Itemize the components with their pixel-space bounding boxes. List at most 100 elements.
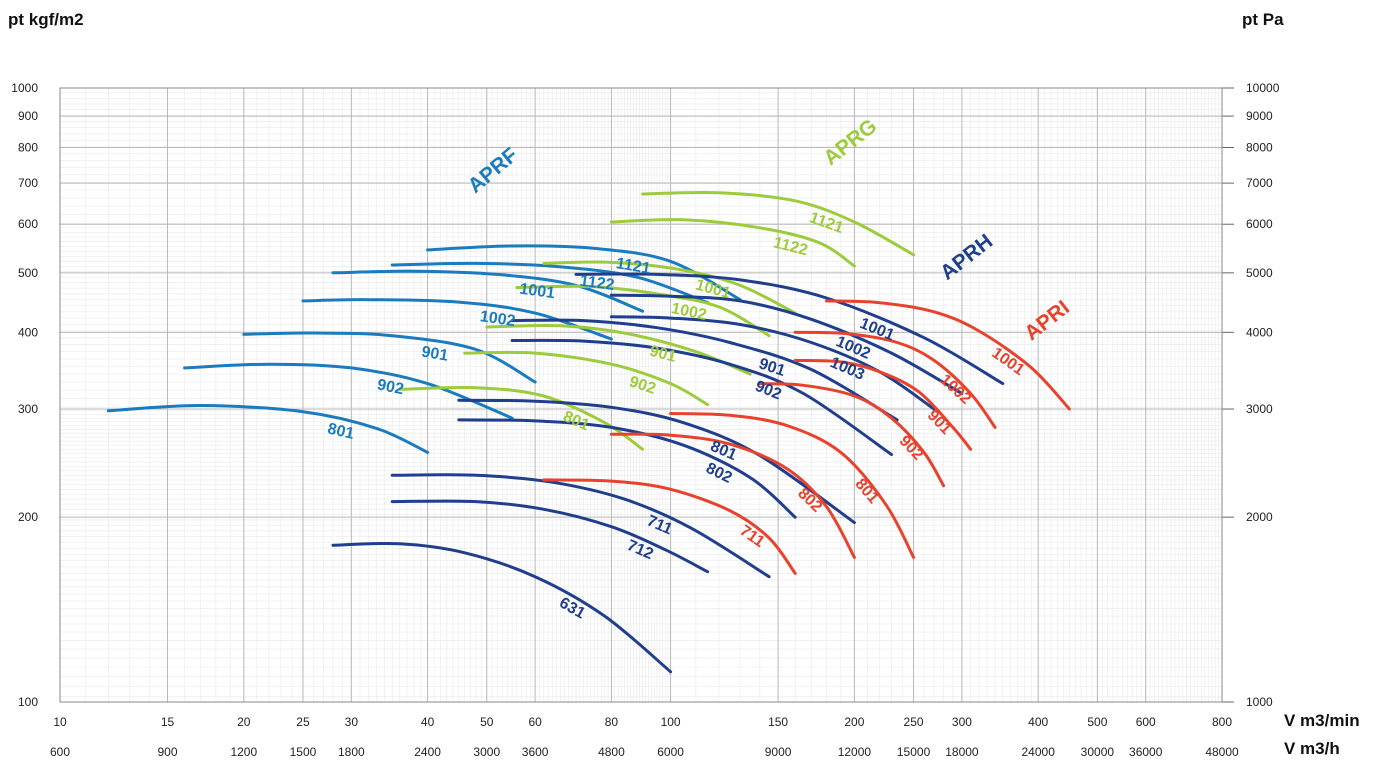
x-tick-label-m3min: 30 xyxy=(345,715,359,729)
x-tick-label-m3min: 300 xyxy=(952,715,972,729)
y-tick-label-left: 900 xyxy=(18,109,38,123)
y-tick-label-right: 5000 xyxy=(1246,266,1273,280)
grid xyxy=(59,87,1223,703)
x-tick-label-m3h: 900 xyxy=(158,745,178,759)
y-tick-label-left: 600 xyxy=(18,217,38,231)
curve-aprg-1122 xyxy=(609,218,856,268)
curve-aprf-901 xyxy=(242,331,537,384)
x-tick-label-m3h: 1200 xyxy=(230,745,257,759)
x-tick-label-m3h: 30000 xyxy=(1081,745,1115,759)
x-tick-label-m3min: 200 xyxy=(844,715,864,729)
y-tick-label-left: 400 xyxy=(18,325,38,339)
curve-label-aprg-901: 901 xyxy=(648,343,678,366)
x-tick-label-m3min: 400 xyxy=(1028,715,1048,729)
curve-apri-802 xyxy=(609,432,856,559)
y-tick-label-left: 200 xyxy=(18,510,38,524)
x-tick-label-m3min: 250 xyxy=(904,715,924,729)
curve-apri-1001 xyxy=(825,299,1071,411)
x-tick-label-m3h: 3600 xyxy=(522,745,549,759)
curve-aprh-711 xyxy=(390,473,771,579)
curve-label-aprf-901: 901 xyxy=(420,344,449,365)
y-tick-label-right: 9000 xyxy=(1246,109,1273,123)
x-tick-label-m3h: 600 xyxy=(50,745,70,759)
y-tick-label-left: 300 xyxy=(18,402,38,416)
x-tick-label-m3min: 25 xyxy=(296,715,310,729)
family-label-aprh: APRH xyxy=(936,230,997,285)
y-tick-label-left: 700 xyxy=(18,176,38,190)
curve-aprf-1122 xyxy=(390,261,710,305)
curve-aprh-1001 xyxy=(574,272,1005,386)
curve-label-aprf-1001: 1001 xyxy=(518,281,556,303)
x-tick-label-m3h: 15000 xyxy=(897,745,931,759)
curve-aprh-902 xyxy=(510,338,893,456)
y-tick-label-right: 4000 xyxy=(1246,325,1273,339)
y-tick-label-left: 800 xyxy=(18,141,38,155)
x-tick-label-m3min: 800 xyxy=(1212,715,1232,729)
x-tick-label-m3min: 500 xyxy=(1087,715,1107,729)
curve-label-aprf-1122: 1122 xyxy=(579,273,616,294)
x-tick-label-m3min: 600 xyxy=(1136,715,1156,729)
x-axis-label-m3h: V m3/h xyxy=(1284,739,1340,758)
x-tick-label-m3h: 24000 xyxy=(1022,745,1056,759)
x-tick-label-m3min: 150 xyxy=(768,715,788,729)
family-label-aprf: APRF xyxy=(464,143,523,197)
x-tick-label-m3h: 1500 xyxy=(290,745,317,759)
x-tick-label-m3min: 100 xyxy=(661,715,681,729)
curve-label-apri-711: 711 xyxy=(737,522,768,551)
curve-aprg-1001 xyxy=(542,260,797,315)
y-tick-label-left: 500 xyxy=(18,266,38,280)
curve-aprh-712 xyxy=(390,499,710,574)
curve-aprf-801 xyxy=(106,403,430,454)
curve-label-apri-801: 801 xyxy=(851,476,881,507)
x-tick-label-m3h: 18000 xyxy=(945,745,979,759)
right-y-axis-label: pt Pa xyxy=(1242,10,1284,29)
x-tick-label-m3min: 20 xyxy=(237,715,251,729)
y-tick-label-right: 8000 xyxy=(1246,141,1273,155)
x-tick-label-m3h: 6000 xyxy=(657,745,684,759)
curve-label-aprf-1121: 1121 xyxy=(615,255,652,278)
x-tick-label-m3min: 40 xyxy=(421,715,435,729)
x-tick-label-m3min: 80 xyxy=(605,715,619,729)
curve-aprh-1002 xyxy=(609,293,964,395)
curve-aprf-1001 xyxy=(331,269,645,313)
curve-label-aprh-802: 802 xyxy=(703,460,735,487)
plot-frame xyxy=(59,87,1223,703)
x-tick-label-m3min: 50 xyxy=(480,715,494,729)
y-tick-label-right: 3000 xyxy=(1246,402,1273,416)
curve-aprh-631 xyxy=(331,541,673,674)
y-tick-label-left: 1000 xyxy=(11,81,38,95)
curve-label-aprf-902: 902 xyxy=(376,376,406,398)
curve-apri-711 xyxy=(542,478,797,575)
x-tick-label-m3h: 4800 xyxy=(598,745,625,759)
x-tick-label-m3h: 3000 xyxy=(473,745,500,759)
curve-aprg-902 xyxy=(463,350,710,407)
x-tick-label-m3h: 36000 xyxy=(1129,745,1163,759)
curve-label-aprf-801: 801 xyxy=(326,420,356,443)
y-tick-label-right: 2000 xyxy=(1246,510,1273,524)
x-axis-label-m3min: V m3/min xyxy=(1284,711,1360,730)
curve-aprg-1121 xyxy=(641,190,916,257)
curve-aprh-901 xyxy=(510,318,899,422)
x-tick-label-m3min: 15 xyxy=(161,715,175,729)
x-tick-label-m3h: 12000 xyxy=(838,745,872,759)
x-tick-label-m3h: 9000 xyxy=(765,745,792,759)
y-tick-label-right: 10000 xyxy=(1246,81,1280,95)
x-tick-label-m3h: 1800 xyxy=(338,745,365,759)
left-y-axis-label: pt kgf/m2 xyxy=(8,10,84,29)
y-tick-label-right: 7000 xyxy=(1246,176,1273,190)
axes: 10 600 15 900 20 1200 25 1500 30 1800 40 2400 50 3000… xyxy=(11,81,1279,759)
curve-label-aprg-1002: 1002 xyxy=(670,300,708,324)
curve-aprh-801 xyxy=(457,398,856,525)
x-tick-label-m3h: 2400 xyxy=(414,745,441,759)
series-curves xyxy=(106,190,1071,674)
x-tick-label-m3h: 48000 xyxy=(1205,745,1239,759)
y-tick-label-left: 100 xyxy=(18,695,38,709)
curve-apri-801 xyxy=(669,412,916,559)
x-tick-label-m3min: 10 xyxy=(53,715,67,729)
curve-aprg-901 xyxy=(485,323,752,376)
curve-apri-902 xyxy=(758,382,946,488)
curve-apri-1002 xyxy=(793,330,997,429)
x-tick-label-m3min: 60 xyxy=(528,715,542,729)
y-tick-label-right: 1000 xyxy=(1246,695,1273,709)
